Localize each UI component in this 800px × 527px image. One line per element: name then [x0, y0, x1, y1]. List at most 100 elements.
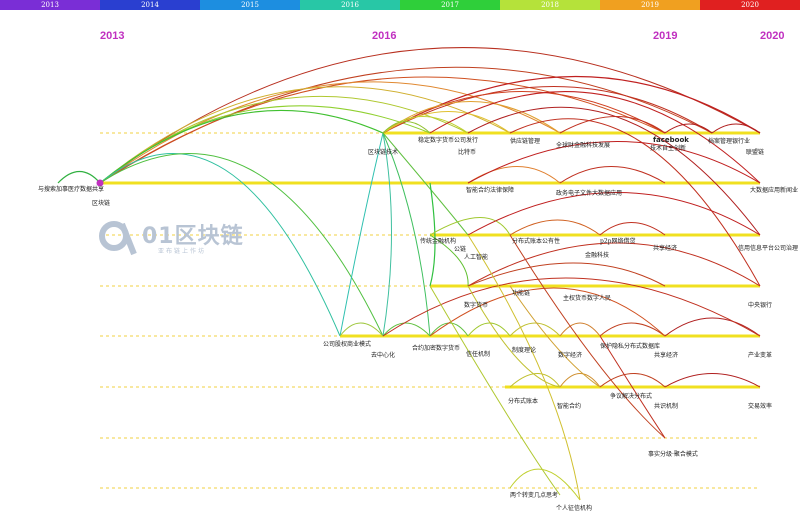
node-fenbushizhangben: 分布式账本: [508, 397, 538, 405]
arc: [99, 152, 384, 337]
node-facebook: facebook: [653, 136, 689, 144]
node-xinrenjizhi: 信任机制: [466, 350, 490, 358]
timeline-segment-2020: 2020: [700, 0, 800, 10]
node-chuanshu: 传统金融机构: [420, 237, 456, 245]
arc: [429, 287, 666, 337]
arc: [382, 132, 431, 337]
node-huobi-jiaoyi: 稳定数字货币公司发行: [418, 136, 478, 144]
watermark-text: 01区块链: [142, 224, 244, 249]
arc: [664, 123, 713, 134]
arc: [467, 166, 561, 184]
node-jinrongjigou: 金融科技: [585, 251, 609, 259]
origin-dot: [96, 179, 104, 187]
node-quzhongxin: 去中心化: [371, 351, 395, 359]
node-qukuailian: 区块链: [92, 199, 110, 207]
arc: [382, 132, 469, 236]
watermark-subtitle: 亚布链上作坊: [158, 248, 207, 255]
timeline-segment-2016: 2016: [300, 0, 400, 10]
arc: [382, 121, 431, 134]
arc: [382, 132, 392, 337]
arc: [99, 153, 341, 337]
node-gongxiangjingji: 共享经济: [654, 351, 678, 359]
node-biteyuan: 数字货币: [464, 301, 488, 309]
arc: [509, 468, 581, 501]
node-gongneng: 功能链: [512, 289, 530, 297]
node-heyue: 合约加密数字货币: [412, 344, 460, 352]
node-yiliao: 与搜索加事医疗数据共享: [38, 185, 104, 193]
node-rengongzhineng: 人工智能: [464, 253, 488, 261]
arc: [339, 322, 384, 337]
arc: [382, 277, 761, 337]
arc: [599, 322, 666, 337]
arc: [467, 106, 761, 236]
arc: [429, 322, 469, 337]
arc: [57, 170, 101, 184]
arc: [339, 132, 384, 337]
node-dots: [96, 179, 104, 187]
arc: [382, 76, 761, 134]
node-zhuquan: 主权货币数字人民: [563, 294, 611, 302]
node-jinrong: 全球财金融科技发展: [556, 141, 610, 149]
node-gongyinglian: 供应链管理: [510, 137, 540, 145]
arc: [382, 322, 431, 337]
year-label-2013: 2013: [100, 30, 125, 42]
arc: [509, 219, 601, 236]
node-xinyongxinxi: 信用信息平台公司治理: [738, 244, 798, 252]
arc: [664, 373, 761, 388]
arc: [467, 285, 561, 388]
arc: [559, 322, 601, 337]
node-qukuailian-jishu: 区块链技术: [368, 148, 398, 156]
arc: [599, 335, 666, 439]
arc: [711, 123, 761, 134]
node-bite: 比特币: [458, 148, 476, 156]
timeline-segment-2013: 2013: [0, 0, 100, 10]
arc: [467, 242, 761, 287]
arc: [467, 262, 666, 287]
node-chanye: 产业变革: [748, 351, 772, 359]
node-gongshi: 共识机制: [654, 402, 678, 410]
arc: [599, 222, 666, 236]
node-dianzizhengwu: 政务电子文件大数据应用: [556, 189, 622, 197]
node-zhiduliyi: 制度理论: [512, 346, 536, 354]
node-jiaoyi: 交易效率: [748, 402, 772, 410]
arc: [509, 373, 561, 388]
timeline-segment-2019: 2019: [600, 0, 700, 10]
node-baohu: 保护隐私分布式数据库: [600, 342, 660, 350]
node-facebook-2: 技术自主创新: [650, 144, 686, 152]
node-gongyouyun: 公链: [454, 245, 466, 253]
arc: [467, 192, 761, 236]
node-gongxiang: 共享经济: [653, 244, 677, 252]
arc: [429, 285, 561, 496]
year-label-2020: 2020: [760, 30, 785, 42]
arcs: [57, 47, 761, 501]
node-liangge: 两个转变几点思考: [510, 491, 558, 499]
node-gongsiguquan: 公司股权商业模式: [323, 340, 371, 348]
arc: [467, 141, 761, 184]
node-dangan: 档案管理银行业: [708, 137, 750, 145]
arc: [99, 86, 511, 184]
arc: [429, 217, 511, 236]
watermark: 01区块链 亚布链上作坊: [98, 218, 243, 262]
node-fenbuji: 分布式账本公有性: [512, 237, 560, 245]
arc: [382, 111, 511, 134]
timeline-bar: 2013 2014 2015 2016 2017 2018 2019 2020: [0, 0, 800, 10]
arc: [509, 234, 666, 439]
node-zhinengheyue: 智能合约: [557, 402, 581, 410]
arc: [429, 234, 469, 287]
year-label-2019: 2019: [653, 30, 678, 42]
node-zhinenghe: 智能合约法律保障: [466, 186, 514, 194]
watermark-logo-icon: [99, 221, 137, 256]
node-dashuju: 大数据应用新闻业: [750, 186, 798, 194]
arc: [99, 95, 469, 184]
timeline-segment-2014: 2014: [100, 0, 200, 10]
node-labels: 与搜索加事医疗数据共享 区块链 区块链技术 稳定数字货币公司发行 比特币 供应链…: [38, 136, 798, 512]
arc: [559, 373, 601, 388]
arc: [382, 91, 666, 134]
arc: [467, 234, 581, 501]
arc: [559, 166, 666, 184]
node-lianmeng: 联盟链: [746, 148, 764, 156]
arc: [382, 101, 561, 134]
node-shishi: 事实分级·聚合模式: [648, 450, 698, 458]
node-zhengyi: 争议解决分布式: [610, 392, 652, 400]
